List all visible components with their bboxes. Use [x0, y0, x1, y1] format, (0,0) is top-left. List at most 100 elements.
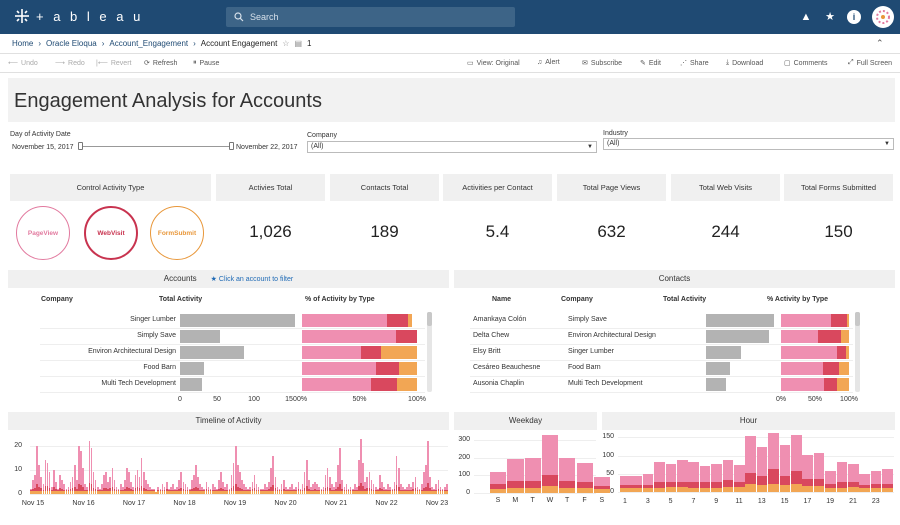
- hour-bar[interactable]: [848, 481, 859, 488]
- timeline-bar-formsubmit[interactable]: [48, 491, 51, 494]
- account-pct-segment[interactable]: [396, 330, 417, 343]
- timeline-bar[interactable]: [243, 484, 245, 490]
- timeline-bar[interactable]: [96, 486, 99, 490]
- weekday-bar[interactable]: [559, 487, 576, 493]
- timeline-bar-formsubmit[interactable]: [266, 491, 268, 494]
- timeline-bar[interactable]: [305, 460, 308, 486]
- timeline-bar-webvisit[interactable]: [410, 489, 413, 491]
- timeline-bar-webvisit[interactable]: [310, 489, 312, 491]
- account-total-bar[interactable]: [180, 378, 202, 391]
- timeline-bar-webvisit[interactable]: [385, 490, 387, 491]
- contact-total-bar[interactable]: [706, 314, 774, 327]
- contact-pct-segment[interactable]: [836, 346, 847, 359]
- timeline-bar[interactable]: [203, 489, 206, 491]
- timeline-bar[interactable]: [282, 479, 285, 489]
- timeline-bar-webvisit[interactable]: [397, 487, 400, 491]
- timeline-bar-webvisit[interactable]: [136, 487, 139, 491]
- timeline-bar-webvisit[interactable]: [301, 489, 304, 491]
- timeline-bar[interactable]: [326, 467, 329, 488]
- hour-bar[interactable]: [699, 487, 711, 492]
- timeline-bar[interactable]: [318, 486, 321, 490]
- accounts-hint[interactable]: ★ Click an account to filter: [211, 276, 294, 283]
- timeline-bar[interactable]: [345, 484, 348, 490]
- timeline-bar[interactable]: [372, 484, 375, 490]
- accounts-scroll-thumb[interactable]: [427, 312, 432, 326]
- activity-type-pageview-button[interactable]: PageView: [16, 206, 70, 260]
- timeline-bar-formsubmit[interactable]: [136, 491, 139, 494]
- timeline-bar-webvisit[interactable]: [84, 489, 87, 491]
- account-pct-segment[interactable]: [407, 314, 413, 327]
- timeline-bar-formsubmit[interactable]: [312, 491, 314, 494]
- timeline-bar-formsubmit[interactable]: [299, 491, 302, 494]
- timeline-bar-webvisit[interactable]: [63, 489, 66, 491]
- timeline-bar-formsubmit[interactable]: [147, 491, 149, 494]
- timeline-bar-webvisit[interactable]: [182, 489, 185, 491]
- timeline-bar[interactable]: [182, 482, 185, 490]
- timeline-bar-formsubmit[interactable]: [414, 491, 417, 494]
- timeline-bar-webvisit[interactable]: [90, 484, 93, 491]
- hour-bar[interactable]: [813, 453, 825, 479]
- timeline-bar-formsubmit[interactable]: [230, 491, 233, 494]
- timeline-bar-formsubmit[interactable]: [427, 491, 429, 494]
- timeline-bar-formsubmit[interactable]: [335, 491, 337, 494]
- timeline-bar[interactable]: [228, 489, 231, 491]
- timeline-bar[interactable]: [274, 477, 277, 489]
- timeline-bar-formsubmit[interactable]: [241, 491, 243, 494]
- timeline-bar-webvisit[interactable]: [393, 489, 396, 491]
- timeline-bar-webvisit[interactable]: [255, 489, 258, 491]
- timeline-bar[interactable]: [249, 486, 252, 490]
- contact-pct-segment[interactable]: [781, 362, 824, 375]
- hour-bar[interactable]: [791, 483, 802, 492]
- timeline-bar-formsubmit[interactable]: [310, 491, 312, 494]
- timeline-bar-formsubmit[interactable]: [445, 491, 448, 494]
- account-pct-segment[interactable]: [387, 314, 408, 327]
- hour-bar[interactable]: [620, 488, 631, 492]
- timeline-bar-formsubmit[interactable]: [372, 491, 375, 494]
- timeline-bar[interactable]: [425, 465, 427, 487]
- timeline-bar-webvisit[interactable]: [34, 488, 36, 491]
- timeline-bar-webvisit[interactable]: [261, 490, 264, 491]
- timeline-bar-webvisit[interactable]: [395, 485, 398, 491]
- breadcrumb-home[interactable]: Home: [12, 39, 34, 48]
- timeline-bar[interactable]: [376, 489, 379, 491]
- timeline-bar-formsubmit[interactable]: [324, 491, 327, 494]
- timeline-bar-webvisit[interactable]: [414, 488, 417, 491]
- timeline-bar[interactable]: [170, 486, 172, 490]
- timeline-bar-formsubmit[interactable]: [73, 491, 76, 494]
- timeline-bar-formsubmit[interactable]: [190, 491, 193, 494]
- account-pct-segment[interactable]: [360, 346, 382, 359]
- timeline-bar-webvisit[interactable]: [297, 489, 300, 491]
- timeline-bar-webvisit[interactable]: [333, 489, 335, 491]
- timeline-bar-webvisit[interactable]: [186, 489, 189, 491]
- timeline-bar-webvisit[interactable]: [111, 487, 114, 491]
- timeline-bar-formsubmit[interactable]: [153, 491, 155, 494]
- timeline-bar[interactable]: [86, 486, 89, 490]
- timeline-bar-formsubmit[interactable]: [368, 491, 371, 494]
- timeline-bar-formsubmit[interactable]: [178, 491, 181, 494]
- timeline-bar[interactable]: [439, 486, 442, 490]
- timeline-bar[interactable]: [32, 479, 34, 489]
- hour-bar[interactable]: [768, 469, 779, 484]
- hour-bar[interactable]: [859, 473, 870, 485]
- timeline-bar-formsubmit[interactable]: [61, 491, 64, 494]
- timeline-bar-formsubmit[interactable]: [40, 491, 43, 494]
- hour-bar[interactable]: [688, 462, 699, 483]
- timeline-bar-formsubmit[interactable]: [333, 491, 335, 494]
- hour-bar[interactable]: [711, 482, 722, 488]
- timeline-bar-webvisit[interactable]: [247, 490, 250, 491]
- timeline-bar-formsubmit[interactable]: [385, 491, 387, 494]
- share-button[interactable]: ⋰ Share: [680, 59, 709, 68]
- timeline-bar-formsubmit[interactable]: [180, 491, 183, 494]
- timeline-bar-webvisit[interactable]: [32, 488, 34, 491]
- timeline-bar-webvisit[interactable]: [96, 489, 99, 491]
- timeline-bar[interactable]: [437, 479, 440, 489]
- account-pct-segment[interactable]: [371, 378, 398, 391]
- hour-bar[interactable]: [882, 488, 893, 492]
- hour-bar[interactable]: [631, 488, 642, 492]
- contact-pct-segment[interactable]: [846, 346, 849, 359]
- timeline-bar-webvisit[interactable]: [86, 489, 89, 491]
- timeline-bar[interactable]: [387, 484, 390, 490]
- weekday-bar[interactable]: [559, 457, 576, 481]
- timeline-bar[interactable]: [370, 479, 373, 489]
- timeline-bar-webvisit[interactable]: [243, 489, 245, 491]
